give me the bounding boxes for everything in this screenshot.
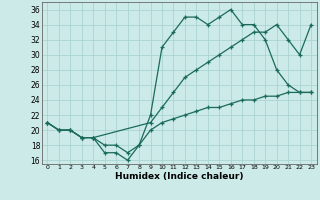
X-axis label: Humidex (Indice chaleur): Humidex (Indice chaleur) <box>115 172 244 181</box>
